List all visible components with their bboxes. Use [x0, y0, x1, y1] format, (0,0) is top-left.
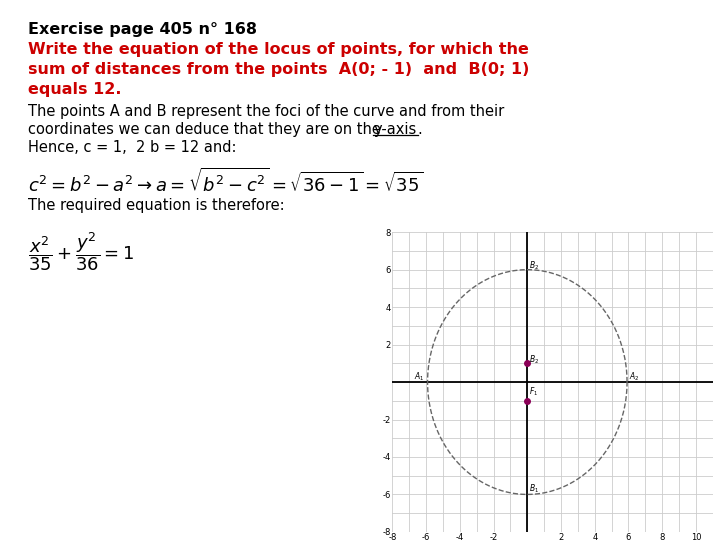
Text: y-axis: y-axis — [374, 122, 417, 137]
Text: $F_1$: $F_1$ — [529, 385, 539, 398]
Text: equals 12.: equals 12. — [28, 82, 122, 97]
Text: The required equation is therefore:: The required equation is therefore: — [28, 198, 284, 213]
Text: The points A and B represent the foci of the curve and from their: The points A and B represent the foci of… — [28, 104, 504, 119]
Text: $A_1$: $A_1$ — [414, 370, 425, 383]
Text: $B_2$: $B_2$ — [529, 353, 539, 366]
Text: $\dfrac{x^2}{35} + \dfrac{y^2}{36} = 1$: $\dfrac{x^2}{35} + \dfrac{y^2}{36} = 1$ — [28, 230, 134, 273]
Text: $B_1$: $B_1$ — [529, 483, 539, 495]
Text: sum of distances from the points  A(0; - 1)  and  B(0; 1): sum of distances from the points A(0; - … — [28, 62, 529, 77]
Text: Write the equation of the locus of points, for which the: Write the equation of the locus of point… — [28, 42, 529, 57]
Text: $B_2$: $B_2$ — [529, 260, 539, 272]
Text: $c^2 = b^2 - a^2 \rightarrow a = \sqrt{b^2 - c^2} = \sqrt{36 - 1} = \sqrt{35}$: $c^2 = b^2 - a^2 \rightarrow a = \sqrt{b… — [28, 167, 423, 195]
Text: Hence, c = 1,  2 b = 12 and:: Hence, c = 1, 2 b = 12 and: — [28, 140, 236, 155]
Text: Exercise page 405 n° 168: Exercise page 405 n° 168 — [28, 22, 257, 37]
Text: coordinates we can deduce that they are on the: coordinates we can deduce that they are … — [28, 122, 385, 137]
Text: .: . — [418, 122, 423, 137]
Text: $A_2$: $A_2$ — [629, 370, 639, 383]
